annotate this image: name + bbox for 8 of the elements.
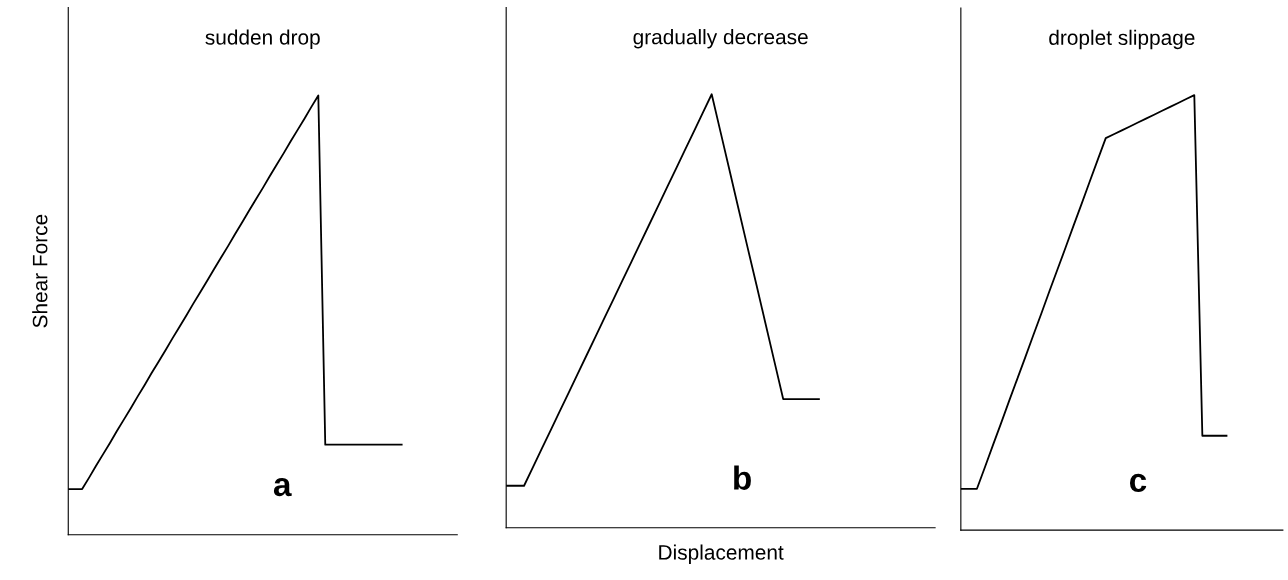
annotation: b (734, 465, 751, 490)
chart-title: gradually decrease (633, 29, 808, 49)
y-axis-title: Shear Force (32, 214, 48, 328)
annotation: a (273, 477, 292, 497)
x-axis-title: Displacement (659, 544, 784, 564)
annotation: c (1129, 473, 1147, 493)
chart-title: droplet slippage (1049, 29, 1195, 50)
chart-title: sudden drop (205, 29, 320, 49)
